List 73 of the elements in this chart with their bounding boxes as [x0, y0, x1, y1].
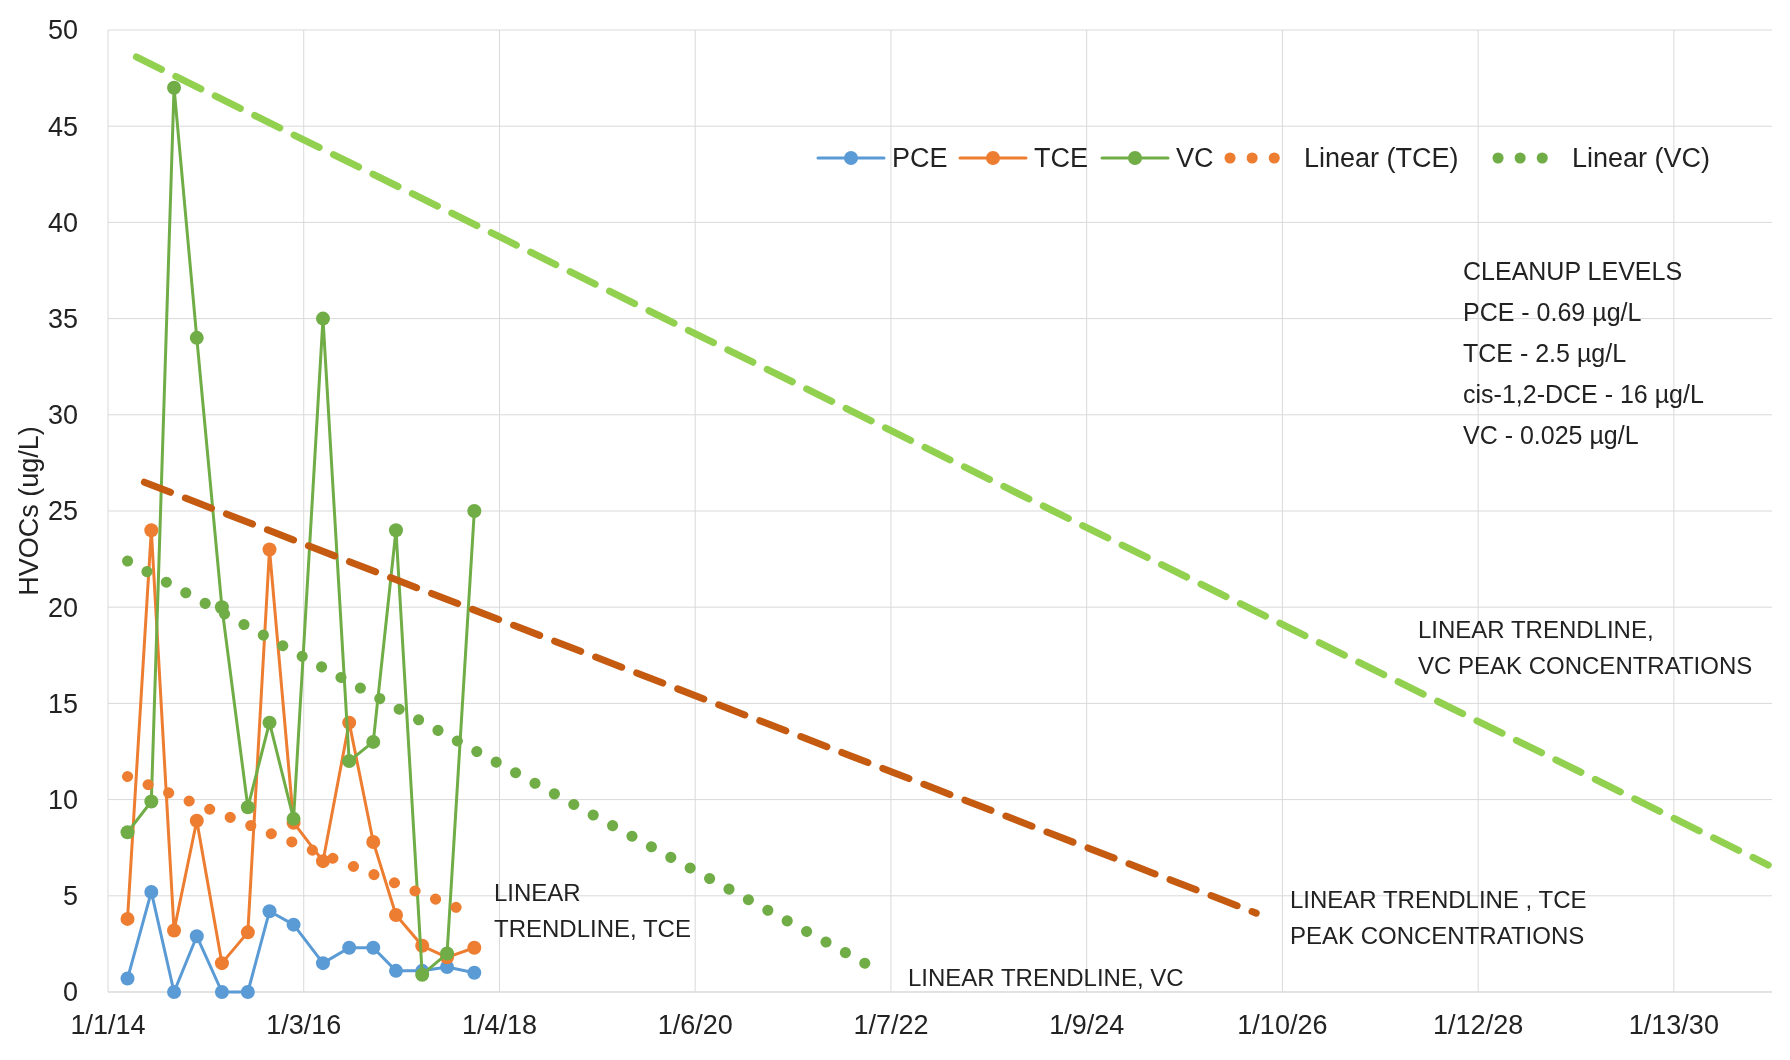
legend-label: TCE: [1034, 143, 1088, 173]
y-tick-label: 20: [47, 592, 78, 623]
point: [189, 330, 204, 345]
annotation: LINEAR TRENDLINE, TCE: [494, 879, 691, 942]
point: [342, 754, 357, 769]
point: [167, 80, 182, 95]
y-tick-label: 0: [62, 977, 78, 1008]
point: [315, 854, 330, 869]
point: [214, 956, 229, 971]
point: [388, 908, 403, 923]
x-tick-label: 1/1/14: [70, 1010, 146, 1040]
point: [144, 523, 159, 538]
y-tick-label: 35: [47, 304, 78, 335]
point: [262, 715, 277, 730]
legend-label: PCE: [892, 143, 948, 173]
annotation: VC - 0.025 µg/L: [1463, 421, 1639, 449]
point: [366, 834, 381, 849]
annotation: LINEAR TRENDLINE, VC: [908, 964, 1184, 991]
y-tick-label: 40: [47, 207, 78, 238]
point: [120, 825, 135, 840]
y-tick-label: 30: [47, 400, 78, 431]
point: [467, 940, 482, 955]
point: [144, 884, 159, 899]
y-tick-label: 50: [47, 15, 78, 46]
point: [120, 911, 135, 926]
annotation: PCE - 0.69 µg/L: [1463, 298, 1642, 326]
point: [366, 734, 381, 749]
point: [240, 800, 255, 815]
annotation: CLEANUP LEVELS: [1463, 257, 1683, 285]
point: [440, 946, 455, 961]
point: [120, 971, 135, 986]
annotation: LINEAR TRENDLINE , TCE PEAK CONCENTRATIONS: [1290, 886, 1587, 949]
y-tick-label: 25: [47, 496, 78, 527]
y-axis-title: HVOCs (ug/L): [14, 426, 44, 596]
point: [240, 985, 255, 999]
x-tick-label: 1/7/22: [853, 1010, 929, 1040]
x-tick-label: 1/6/20: [657, 1010, 733, 1040]
point: [467, 965, 482, 980]
point: [388, 963, 403, 978]
legend-label: VC: [1176, 143, 1214, 173]
point: [144, 794, 159, 809]
point: [286, 811, 301, 826]
point: [189, 813, 204, 828]
point: [388, 523, 403, 538]
y-tick-label: 15: [47, 688, 78, 719]
x-tick-label: 1/4/18: [461, 1010, 538, 1040]
point: [366, 940, 381, 955]
point: [167, 985, 182, 999]
point: [240, 925, 255, 940]
x-tick-label: 1/10/26: [1237, 1010, 1328, 1040]
annotation: LINEAR TRENDLINE, VC PEAK CONCENTRATIONS: [1418, 616, 1753, 679]
legend-label: Linear (VC): [1572, 143, 1711, 173]
x-tick-label: 1/3/16: [266, 1010, 342, 1040]
annotation: cis-1,2-DCE - 16 µg/L: [1463, 380, 1704, 408]
x-tick-label: 1/9/24: [1049, 1010, 1125, 1040]
point: [286, 917, 301, 932]
legend-label: Linear (TCE): [1304, 143, 1459, 173]
point: [189, 929, 204, 944]
point: [467, 504, 482, 518]
point: [262, 542, 277, 557]
point: [262, 904, 277, 919]
annotation: TCE - 2.5 µg/L: [1463, 339, 1627, 367]
point: [214, 985, 229, 999]
y-tick-label: 10: [47, 785, 78, 816]
point: [342, 940, 357, 955]
point: [315, 311, 330, 326]
x-tick-label: 1/13/30: [1628, 1010, 1719, 1040]
point: [315, 956, 330, 971]
x-tick-label: 1/12/28: [1433, 1010, 1524, 1040]
y-tick-label: 45: [47, 111, 78, 142]
y-tick-label: 5: [62, 881, 78, 912]
point: [167, 923, 182, 938]
point: [415, 967, 430, 982]
